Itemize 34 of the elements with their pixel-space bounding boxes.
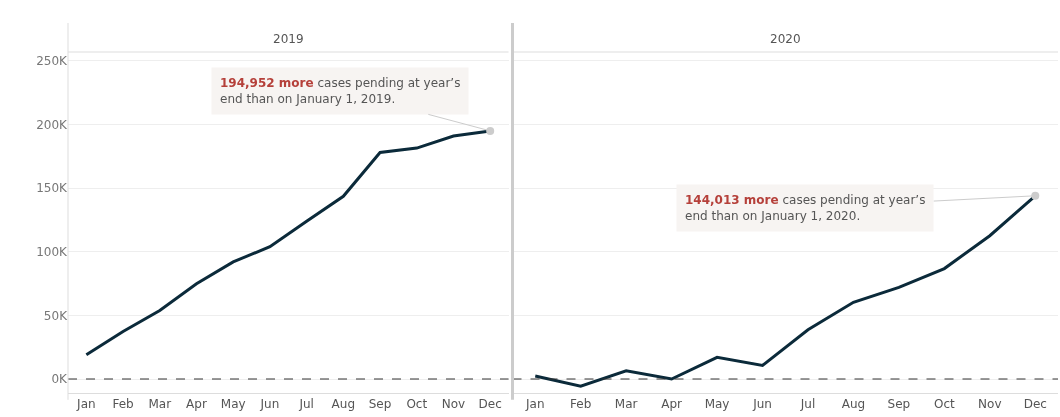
- x-tick-label: May: [220, 397, 246, 412]
- x-tick-label: Apr: [661, 397, 683, 412]
- x-tick-label: Oct: [933, 397, 956, 412]
- x-tick-label: Dec: [1023, 397, 1047, 412]
- x-tick-label: Jul: [298, 397, 314, 412]
- x-tick-label: Nov: [978, 397, 1002, 412]
- annotation: 194,952 more cases pending at year’s end than on January 1, 2019.: [220, 76, 461, 106]
- x-tick-label: Aug: [841, 397, 866, 412]
- x-tick-label: Sep: [368, 397, 392, 412]
- x-tick-label: May: [704, 397, 730, 412]
- chart-title: 2020: [770, 32, 801, 46]
- x-tick-label: Dec: [478, 397, 502, 412]
- y-tick-label: 100K: [36, 244, 69, 259]
- x-tick-label: Jun: [259, 397, 280, 412]
- x-tick-label: Jun: [752, 397, 772, 412]
- y-tick-label: 150K: [36, 181, 69, 196]
- x-tick-label: Oct: [406, 397, 428, 412]
- y-tick-label: 50K: [43, 308, 69, 323]
- y-tick-label: 250K: [36, 54, 69, 69]
- y-tick-label: 200K: [36, 117, 69, 132]
- y-tick-label: 0K: [51, 372, 69, 387]
- x-tick-label: Sep: [887, 397, 911, 412]
- chart-title: 2019: [273, 32, 304, 46]
- x-tick-label: Feb: [570, 397, 592, 412]
- x-tick-label: Nov: [441, 397, 466, 412]
- x-tick-label: Feb: [112, 397, 134, 412]
- x-tick-label: Mar: [148, 397, 172, 412]
- x-tick-label: Jul: [799, 397, 816, 412]
- annotation: 144,013 more cases pending at year’s end than on January 1, 2020.: [685, 193, 926, 223]
- x-tick-label: Apr: [186, 397, 207, 412]
- x-tick-label: Aug: [331, 397, 356, 412]
- x-tick-label: Mar: [614, 397, 638, 412]
- x-tick-label: Jan: [76, 397, 96, 412]
- x-tick-label: Jan: [524, 397, 545, 412]
